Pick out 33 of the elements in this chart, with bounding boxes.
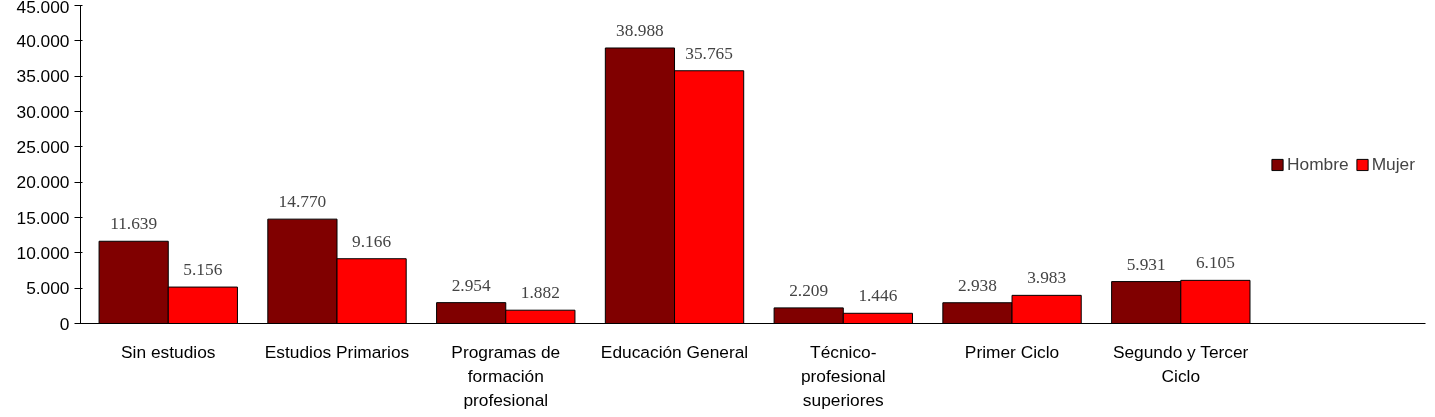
x-tick-label: Programas de formación profesional [451,341,561,410]
data-label: 3.983 [1027,268,1067,288]
x-tick-label: Educación General [600,341,749,362]
legend-label: Hombre [1287,153,1349,175]
data-label: 1.446 [858,286,898,306]
y-tick-label: 0 [59,313,70,334]
data-label: 5.156 [183,260,223,280]
x-tick-label: Estudios Primarios [264,341,410,362]
x-tick-label: Primer Ciclo [964,341,1060,362]
y-tick-label: 15.000 [16,207,70,228]
legend-label: Mujer [1371,153,1415,175]
y-tick-label: 30.000 [16,101,70,122]
data-label: 38.988 [616,20,664,40]
y-tick-label: 45.000 [16,0,70,17]
y-tick-label: 10.000 [16,242,70,263]
y-tick-label: 5.000 [26,278,70,299]
y-tick-label: 40.000 [16,30,70,51]
data-label: 11.639 [110,214,158,234]
data-label: 2.209 [789,280,829,300]
y-tick-label: 20.000 [16,172,70,193]
data-label: 9.166 [352,231,392,251]
data-label: 14.770 [278,192,327,212]
data-label: 35.765 [685,43,733,63]
data-label: 1.882 [520,283,560,303]
x-tick-label: Técnico-profesional superiores [800,341,886,410]
x-tick-label: Sin estudios [121,341,216,362]
data-label: 6.105 [1195,253,1235,273]
x-tick-label: Segundo y Tercer Ciclo [1112,341,1249,386]
y-tick-label: 25.000 [16,136,70,157]
data-label: 2.938 [957,275,997,295]
data-label: 2.954 [451,275,491,295]
y-tick-label: 35.000 [16,66,70,87]
data-label: 5.931 [1126,254,1166,274]
